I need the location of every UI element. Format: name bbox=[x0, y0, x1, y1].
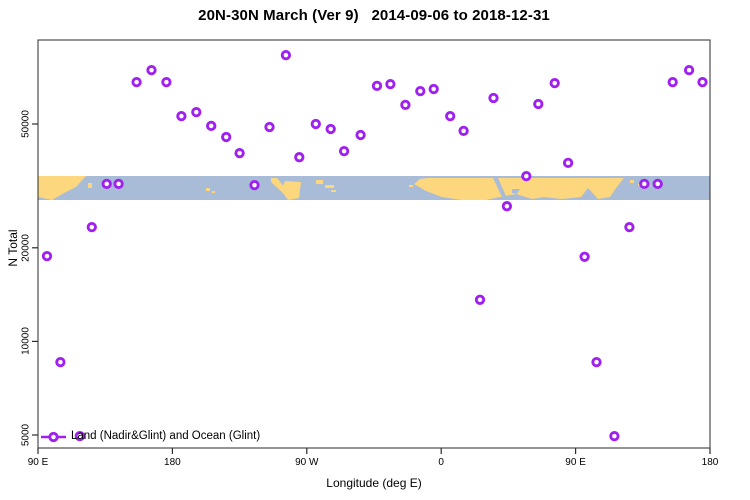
scatter-point bbox=[445, 110, 456, 122]
x-tick-label-1: 180 bbox=[164, 457, 181, 468]
scatter-point bbox=[533, 98, 544, 110]
scatter-point bbox=[697, 76, 708, 88]
scatter-point bbox=[474, 294, 486, 305]
scatter-point bbox=[55, 356, 66, 368]
scatter-point bbox=[41, 250, 53, 262]
scatter-point bbox=[488, 92, 499, 104]
y-axis-title: N Total bbox=[6, 229, 20, 267]
scatter-point bbox=[206, 120, 217, 132]
x-tick-label-4: 90 E bbox=[565, 457, 586, 468]
legend-marker-icon bbox=[41, 431, 66, 443]
chart-title: 20N-30N March (Ver 9) 2014-09-06 to 2018… bbox=[198, 7, 550, 24]
scatter-point bbox=[264, 121, 275, 133]
scatter-point bbox=[101, 178, 112, 190]
x-tick-label-5: 180 bbox=[701, 457, 719, 468]
scatter-point bbox=[146, 64, 157, 76]
x-axis-ticks bbox=[37, 448, 711, 454]
scatter-point bbox=[400, 99, 411, 111]
x-axis-title: Longitude (deg E) bbox=[326, 476, 422, 490]
scatter-point bbox=[74, 430, 85, 442]
world-map-band bbox=[38, 176, 710, 200]
scatter-point bbox=[609, 430, 620, 442]
legend-label: Land (Nadir&Glint) and Ocean (Glint) bbox=[71, 430, 261, 442]
scatter-point bbox=[562, 157, 574, 169]
scatter-point bbox=[131, 76, 142, 88]
data-points bbox=[41, 49, 708, 442]
scatter-point bbox=[639, 178, 650, 190]
scatter-point bbox=[221, 131, 232, 143]
scatter-point bbox=[521, 170, 532, 182]
scatter-point bbox=[338, 145, 350, 157]
scatter-point bbox=[667, 76, 678, 88]
scatter-point bbox=[591, 356, 602, 368]
scatter-point bbox=[501, 201, 513, 212]
scatter-point bbox=[355, 129, 366, 141]
scatter-point bbox=[549, 77, 560, 89]
y-tick-label-20000: 20000 bbox=[20, 234, 32, 262]
scatter-point bbox=[310, 118, 321, 130]
y-axis-ticks bbox=[32, 123, 38, 436]
scatter-point bbox=[652, 178, 663, 190]
x-tick-label-0: 90 E bbox=[27, 457, 49, 468]
scatter-point bbox=[294, 152, 305, 163]
scatter-point bbox=[371, 80, 383, 92]
scatter-point bbox=[280, 49, 292, 61]
y-tick-label-5000: 5000 bbox=[20, 423, 32, 447]
scatter-point bbox=[579, 251, 590, 262]
scatter-point bbox=[415, 85, 426, 97]
scatter-point bbox=[428, 83, 439, 95]
x-tick-label-3: 0 bbox=[438, 457, 444, 468]
scatter-point bbox=[234, 147, 245, 159]
y-tick-label-50000: 50000 bbox=[20, 110, 32, 138]
sea-notches bbox=[493, 178, 520, 197]
plot-frame bbox=[37, 39, 711, 449]
scatter-point bbox=[249, 179, 260, 191]
scatter-point bbox=[624, 221, 635, 233]
scatter-point bbox=[176, 110, 187, 122]
scatter-point bbox=[161, 76, 172, 88]
scatter-point bbox=[113, 178, 124, 190]
scatter-point bbox=[325, 123, 336, 135]
scatter-point bbox=[86, 221, 97, 233]
y-tick-label-10000: 10000 bbox=[20, 327, 32, 355]
scatter-point bbox=[385, 78, 396, 90]
x-tick-label-2: 90 W bbox=[295, 457, 319, 468]
scatter-point bbox=[191, 106, 202, 118]
scatter-point bbox=[683, 64, 695, 76]
scatter-point bbox=[458, 125, 469, 137]
